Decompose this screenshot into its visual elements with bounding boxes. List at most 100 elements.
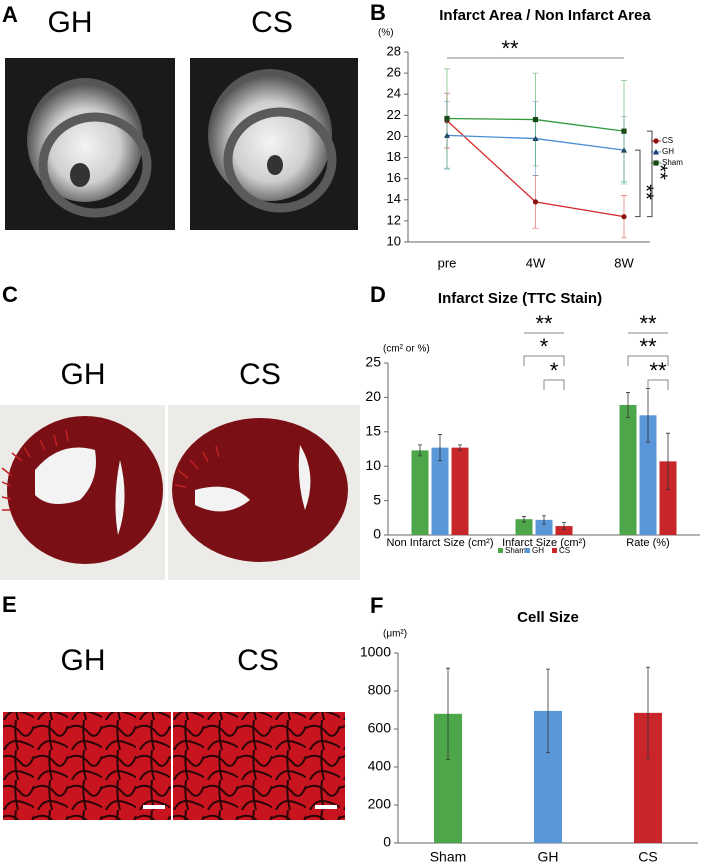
x-tick-label: CS: [638, 849, 657, 865]
annotation: **: [535, 311, 553, 336]
y-tick-label: 1000: [360, 644, 391, 660]
bar: [431, 447, 449, 535]
y-tick-label: 400: [368, 758, 392, 774]
error-bar: [546, 668, 550, 754]
image-label: GH: [61, 358, 106, 391]
annotation-bracket: [523, 355, 565, 366]
marker: [653, 138, 659, 144]
annotation: **: [501, 36, 519, 61]
panel-label: B: [370, 0, 386, 25]
y-tick-label: 22: [387, 107, 401, 122]
marker: [532, 116, 539, 123]
image-label: GH: [48, 6, 93, 39]
annotation: **: [639, 334, 657, 359]
legend-swatch: [525, 548, 530, 553]
legend-label: GH: [532, 546, 544, 555]
error-bar: [418, 444, 422, 457]
y-unit-label: (%): [378, 28, 394, 39]
annotation: **: [635, 184, 657, 200]
x-tick-label: Infarct Size (cm²): [502, 537, 586, 549]
bar: [535, 519, 553, 535]
bar: [659, 461, 677, 535]
bar: [555, 526, 573, 535]
y-tick-label: 12: [387, 212, 401, 227]
annotation: **: [649, 164, 671, 180]
error-bar: [666, 432, 670, 490]
y-tick-label: 10: [387, 233, 401, 248]
annotation-bracket: [647, 130, 653, 218]
marker: [621, 128, 627, 134]
bar: [619, 404, 637, 535]
y-tick-label: 28: [387, 43, 401, 58]
error-bar: [562, 522, 566, 530]
panel-label: C: [2, 282, 18, 307]
annotation: **: [639, 311, 657, 336]
y-unit-label: (cm² or %): [383, 344, 430, 355]
y-tick-label: 5: [373, 491, 381, 507]
y-tick-label: 800: [368, 682, 392, 698]
annotation-bracket: [647, 379, 669, 390]
marker: [653, 149, 659, 155]
image-label: GH: [61, 644, 106, 677]
bar: [411, 450, 429, 535]
x-tick-label: 4W: [526, 255, 546, 270]
annotation: *: [550, 358, 559, 383]
marker: [653, 160, 659, 166]
error-bar: [542, 515, 546, 525]
histology-images: [3, 712, 345, 820]
y-tick-label: 200: [368, 796, 392, 812]
y-tick-label: 16: [387, 170, 401, 185]
y-tick-label: 25: [365, 354, 381, 370]
y-tick-label: 20: [387, 128, 401, 143]
annotation: **: [649, 358, 667, 383]
annotation: *: [540, 334, 549, 359]
panel-label: E: [2, 592, 17, 617]
panel-label: A: [2, 2, 18, 27]
image-label: CS: [251, 6, 293, 39]
legend-swatch: [498, 548, 503, 553]
error-bar: [438, 434, 442, 462]
annotation-bracket: [627, 355, 669, 366]
error-bar: [446, 667, 450, 760]
y-tick-label: 26: [387, 65, 401, 80]
y-tick-label: 18: [387, 149, 401, 164]
y-tick-label: 20: [365, 388, 381, 404]
chart-title: Cell Size: [517, 609, 579, 626]
bar: [515, 519, 533, 535]
x-tick-label: pre: [438, 255, 457, 270]
y-tick-label: 24: [387, 86, 401, 101]
y-tick-label: 0: [383, 834, 391, 850]
y-tick-label: 0: [373, 526, 381, 542]
legend-label: GH: [662, 147, 674, 156]
error-bar: [646, 666, 650, 759]
x-tick-label: Rate (%): [626, 537, 669, 549]
mri-images: [5, 58, 358, 230]
x-tick-label: Non Infarct Size (cm²): [387, 537, 494, 549]
error-bar: [626, 392, 630, 418]
legend-label: Sham: [505, 546, 526, 555]
x-tick-label: 8W: [614, 255, 634, 270]
bar: [639, 415, 657, 535]
legend-label: Sham: [662, 158, 683, 167]
y-tick-label: 15: [365, 423, 381, 439]
annotation-bracket: [543, 379, 565, 390]
bar: [451, 447, 469, 535]
annotation-bracket: [635, 149, 641, 218]
y-tick-label: 10: [365, 457, 381, 473]
image-label: CS: [239, 358, 281, 391]
panel-label: F: [370, 593, 383, 618]
legend-label: CS: [662, 136, 673, 145]
error-bar: [522, 516, 526, 523]
panel-label: D: [370, 282, 386, 307]
y-tick-label: 600: [368, 720, 392, 736]
ttc-images: [0, 405, 360, 580]
x-tick-label: Sham: [430, 849, 467, 865]
marker: [532, 199, 539, 205]
image-label: CS: [237, 644, 279, 677]
legend-swatch: [552, 548, 557, 553]
y-unit-label: (μm²): [383, 629, 407, 640]
marker: [621, 214, 627, 220]
legend-label: CS: [559, 546, 570, 555]
chart-title: Infarct Size (TTC Stain): [438, 290, 602, 307]
